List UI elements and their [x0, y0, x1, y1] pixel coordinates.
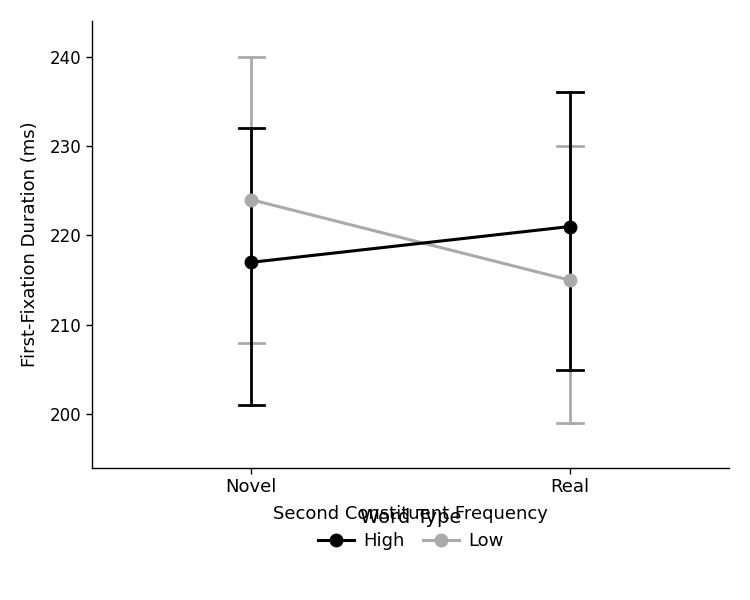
X-axis label: Word Type: Word Type	[360, 508, 461, 527]
Legend: High, Low: High, Low	[266, 498, 555, 557]
Y-axis label: First-Fixation Duration (ms): First-Fixation Duration (ms)	[21, 122, 39, 367]
